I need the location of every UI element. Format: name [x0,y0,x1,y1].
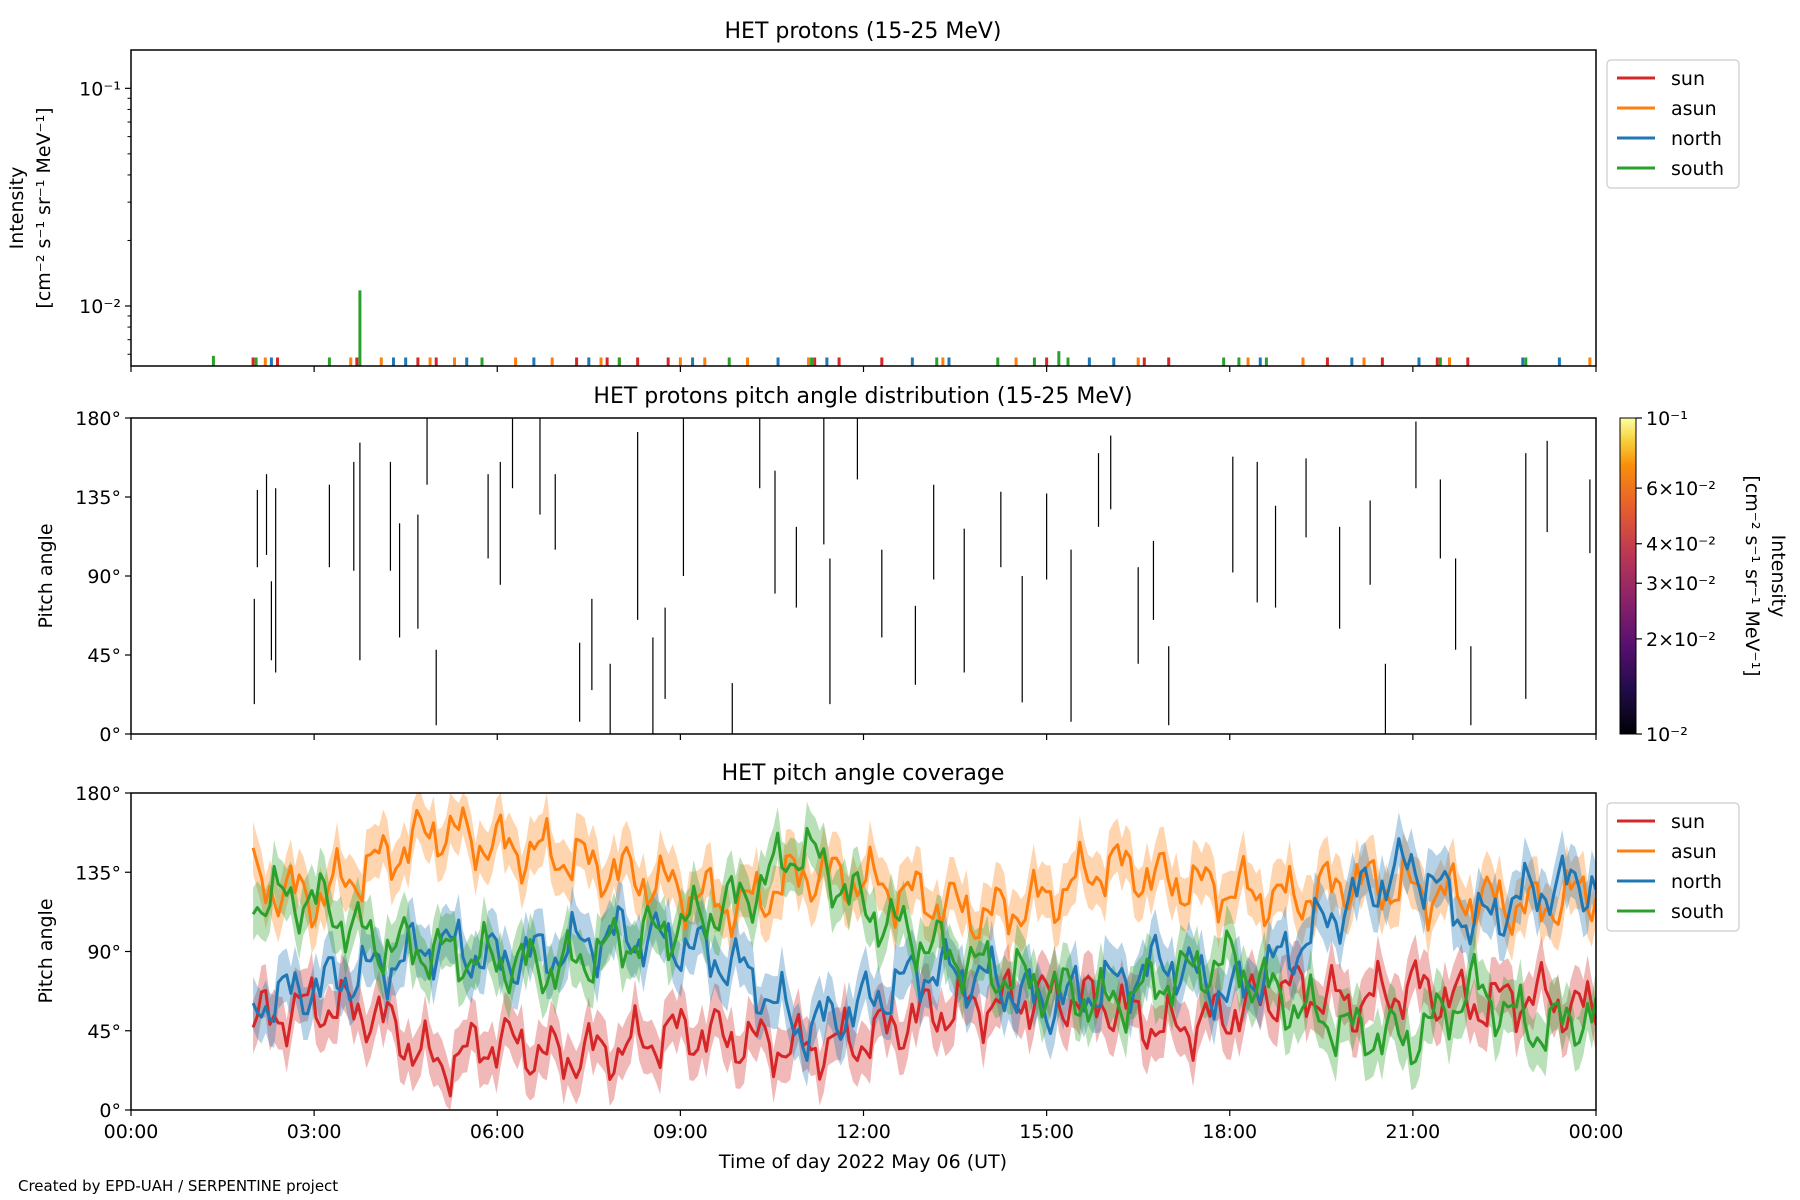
colorbar-label-line2: [cm⁻² s⁻¹ sr⁻¹ MeV⁻¹] [1741,475,1763,676]
panel-intensity-ylabel-line2: [cm⁻² s⁻¹ sr⁻¹ MeV⁻¹] [33,107,55,308]
panel-pitch-distribution-title: HET protons pitch angle distribution (15… [593,384,1132,409]
legend-label-sun: sun [1671,811,1705,833]
colorbar-tick-label: 10⁻¹ [1646,408,1688,430]
colorbar-label-line1: Intensity [1767,535,1789,618]
panel-pitch-coverage-series [251,793,1596,1110]
legend-bottom: sun asun north south [1606,802,1740,932]
xtick-label: 12:00 [836,1121,891,1143]
ytick-label: 180° [75,408,121,430]
xtick-label: 06:00 [470,1121,525,1143]
ytick-label: 10⁻¹ [79,78,121,100]
xtick-label: 00:00 [104,1121,159,1143]
xtick-label: 15:00 [1019,1121,1074,1143]
band-north [253,812,1596,1087]
xtick-label: 00:00 [1569,1121,1624,1143]
ytick-label: 10⁻² [79,296,121,318]
legend-label-asun: asun [1671,98,1717,120]
colorbar-tick-label: 4×10⁻² [1646,534,1716,556]
ytick-label: 135° [75,862,121,884]
colorbar-tick-label: 6×10⁻² [1646,478,1716,500]
legend-label-south: south [1671,901,1724,923]
legend-label-sun: sun [1671,68,1705,90]
legend-box [1606,59,1740,189]
panel-pitch-coverage-xlabel: Time of day 2022 May 06 (UT) [718,1151,1007,1173]
ytick-label: 45° [87,645,121,667]
colorbar [1619,417,1637,735]
ytick-label: 45° [87,1021,121,1043]
ytick-label: 180° [75,783,121,805]
panel-intensity-axes: 10⁻¹ 10⁻² [79,78,1597,372]
panel-pitch-distribution-background [131,418,1596,734]
ytick-label: 90° [87,942,121,964]
panel-pitch-distribution-ylabel: Pitch angle [35,523,57,628]
panel-intensity-spikes [211,290,1592,366]
panel-intensity-title: HET protons (15-25 MeV) [725,19,1002,44]
colorbar-tick-label: 3×10⁻² [1646,573,1716,595]
band-south [253,801,1596,1091]
ytick-label: 135° [75,487,121,509]
colorbar-tick-label: 2×10⁻² [1646,629,1716,651]
legend-label-south: south [1671,158,1724,180]
line-south [251,826,1596,1066]
xtick-label: 03:00 [287,1121,342,1143]
panel-pitch-coverage-axes: 0° 45° 90° 135° 180° 00:00 03:00 06:00 09:00 12:0… [75,783,1623,1143]
colorbar-ticks: 10⁻¹ 6×10⁻² 4×10⁻² 3×10⁻² 2×10⁻² 10⁻² [1636,408,1716,746]
xtick-label: 09:00 [653,1121,708,1143]
legend-label-north: north [1671,128,1722,150]
panel-pitch-distribution: HET protons pitch angle distribution (15… [35,384,1789,746]
panel-intensity: HET protons (15-25 MeV) 10⁻¹ 10⁻² Intensi… [6,19,1740,372]
credit-text: Created by EPD-UAH / SERPENTINE project [18,1177,338,1195]
line-asun [251,806,1596,940]
panel-pitch-coverage-title: HET pitch angle coverage [722,761,1005,786]
legend-label-north: north [1671,871,1722,893]
colorbar-tick-label: 10⁻² [1646,724,1688,746]
panel-pitch-distribution-axes: 0° 45° 90° 135° 180° [75,408,1597,746]
ytick-label: 90° [87,566,121,588]
legend-label-asun: asun [1671,841,1717,863]
ytick-label: 0° [99,724,121,746]
panel-pitch-coverage: HET pitch angle coverage 0° 45° 90° 135° 180… [35,761,1740,1173]
panel-pitch-distribution-segments [253,418,1591,734]
legend-top: sun asun north south [1606,59,1740,189]
xtick-label: 18:00 [1202,1121,1257,1143]
panel-intensity-frame [130,49,1597,367]
legend-box [1606,802,1740,932]
panel-intensity-ylabel-line1: Intensity [6,167,28,250]
ytick-label: 0° [99,1100,121,1122]
line-sun [251,959,1596,1098]
panel-pitch-coverage-ylabel: Pitch angle [35,898,57,1003]
xtick-label: 21:00 [1385,1121,1440,1143]
